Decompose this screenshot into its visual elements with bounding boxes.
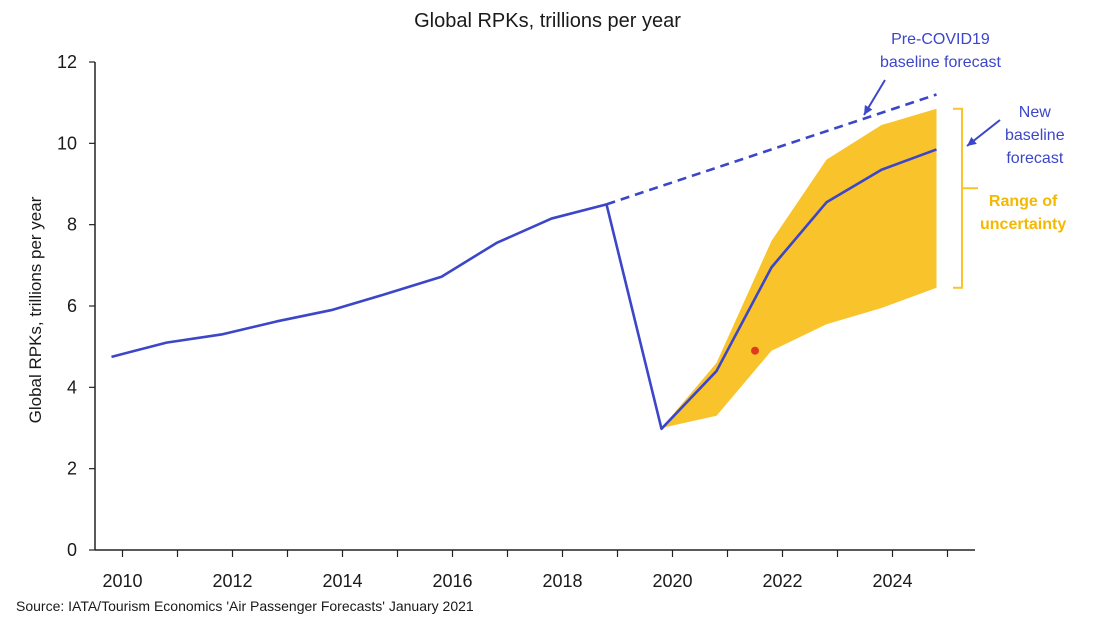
axis-layer: 0 2 4 6 8 10 12 2010 2012 2014 2016 2018 2020 2022 202… — [57, 52, 975, 591]
range-annotation: Range of uncertainty — [980, 190, 1066, 236]
range-bracket — [953, 107, 963, 289]
new-baseline-arrow-head — [967, 137, 977, 146]
range-annotation-line: Range of — [988, 193, 1058, 210]
uncertainty-band-layer — [661, 108, 937, 429]
x-tick-label: 2018 — [542, 571, 582, 591]
uncertainty-band — [661, 108, 937, 429]
source-note: Source: IATA/Tourism Economics 'Air Pass… — [16, 598, 474, 614]
y-tick-label: 4 — [67, 377, 77, 397]
range-annotation-line: uncertainty — [980, 216, 1067, 233]
x-tick-label: 2020 — [652, 571, 692, 591]
marker-dot — [751, 346, 759, 355]
x-tick-label: 2024 — [872, 571, 912, 591]
y-tick-label: 2 — [67, 459, 77, 479]
new-baseline-annotation-line: New — [1018, 104, 1051, 121]
y-tick-label: 8 — [67, 215, 77, 235]
pre-covid-arrow-head — [864, 105, 873, 115]
y-tick-label: 12 — [57, 52, 77, 72]
y-tick-label: 0 — [67, 540, 77, 560]
y-tick-label: 10 — [57, 133, 77, 153]
new-baseline-annotation-line: baseline — [1005, 127, 1065, 144]
pre-covid-forecast-line — [606, 93, 937, 206]
series-layer — [111, 93, 937, 431]
x-tick-label: 2016 — [432, 571, 472, 591]
x-tick-label: 2012 — [212, 571, 252, 591]
rpk-series-line — [111, 148, 937, 431]
annotation-layer — [863, 79, 1001, 289]
new-baseline-annotation-line: forecast — [1006, 150, 1064, 167]
new-baseline-annotation: New baseline forecast — [1005, 101, 1065, 170]
pre-covid-annotation: Pre-COVID19 baseline forecast — [880, 28, 1001, 74]
pre-covid-annotation-line: Pre-COVID19 — [891, 31, 990, 48]
pre-covid-annotation-line: baseline forecast — [880, 54, 1001, 71]
y-axis-label: Global RPKs, trillions per year — [26, 196, 45, 424]
x-tick-label: 2010 — [102, 571, 142, 591]
y-tick-label: 6 — [67, 296, 77, 316]
x-tick-label: 2014 — [322, 571, 362, 591]
chart-title: Global RPKs, trillions per year — [414, 10, 681, 32]
x-tick-label: 2022 — [762, 571, 802, 591]
